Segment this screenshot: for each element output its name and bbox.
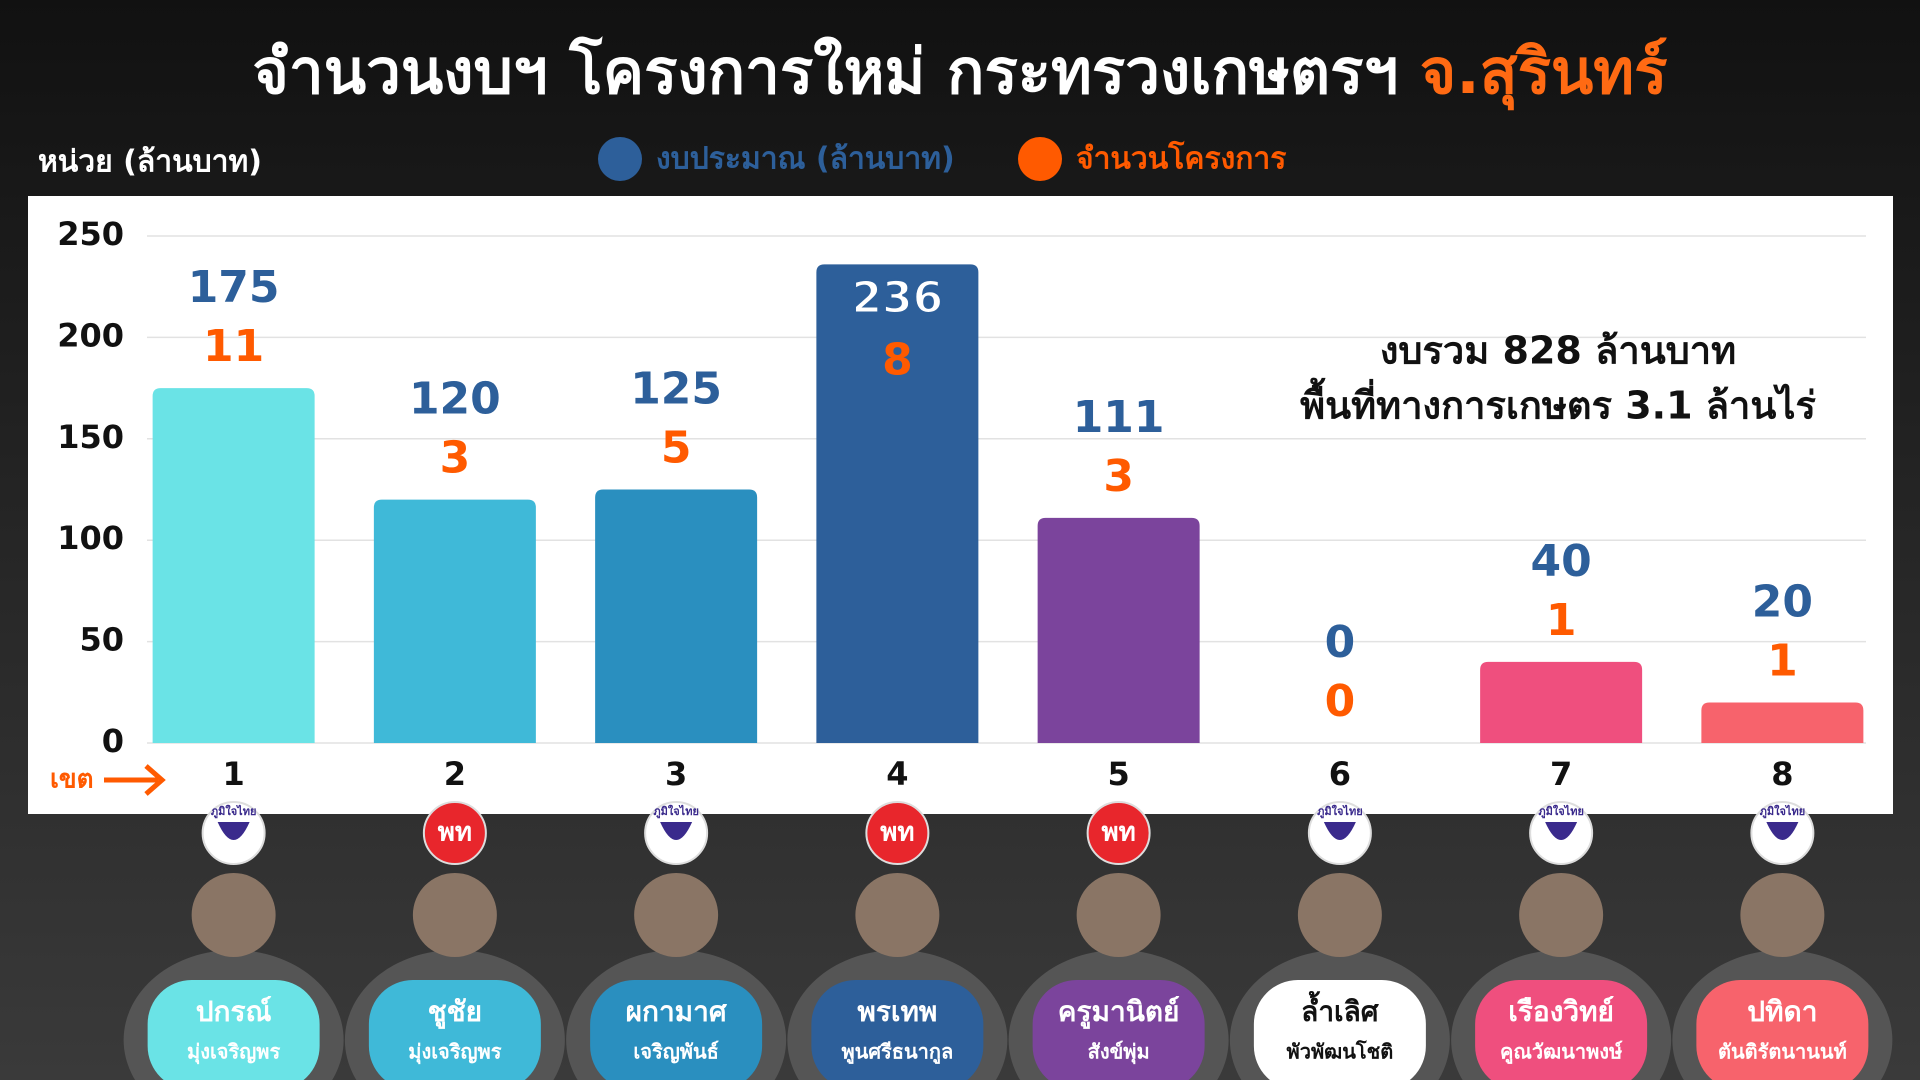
- party-name: ภูมิใจไทย: [211, 804, 257, 819]
- person-head: [412, 873, 497, 957]
- name-pill: [590, 980, 763, 1080]
- annotation: งบรวม 828 ล้านบาท: [1380, 329, 1736, 373]
- count-label: 1: [1767, 635, 1798, 686]
- party-icon: [1545, 822, 1578, 840]
- party-icon: [660, 822, 693, 840]
- legend-label: งบประมาณ (ล้านบาท): [656, 142, 955, 177]
- person-head: [1519, 873, 1604, 957]
- party-icon: [1766, 822, 1799, 840]
- x-tick-label: 4: [886, 755, 908, 793]
- party-name: ภูมิใจไทย: [653, 804, 699, 819]
- candidate-surname: เจริญพันธ์: [633, 1040, 718, 1064]
- candidate-surname: พัวพัฒนโชติ: [1287, 1040, 1394, 1064]
- bar: [1701, 702, 1864, 743]
- candidate-surname: สังข์พุ่ม: [1088, 1040, 1150, 1065]
- name-pill: [1696, 980, 1869, 1080]
- chart-title: จำนวนงบฯ โครงการใหม่ กระทรวงเกษตรฯ จ.สุร…: [253, 35, 1668, 110]
- person-head: [855, 873, 940, 957]
- person-head: [1740, 873, 1825, 957]
- candidate-surname: มุ่งเจริญพร: [408, 1040, 501, 1065]
- bar: [1480, 661, 1643, 743]
- party-logo: [422, 801, 487, 865]
- candidate-name: พรเทพ: [857, 995, 937, 1028]
- count-label: 0: [1325, 676, 1356, 727]
- bar: [373, 499, 536, 743]
- x-tick-label: 8: [1771, 755, 1793, 793]
- person-head: [1297, 873, 1382, 957]
- party-icon: [1323, 822, 1356, 840]
- candidate-name: ชูชัย: [428, 995, 482, 1029]
- person-head: [634, 873, 719, 957]
- value-label: 236: [851, 272, 943, 323]
- party-name: พท: [1101, 818, 1135, 848]
- y-tick-label: 200: [57, 316, 124, 354]
- candidate-surname: มุ่งเจริญพร: [187, 1040, 280, 1065]
- value-label: 40: [1531, 536, 1592, 587]
- candidate-surname: ตันติรัตนานนท์: [1718, 1040, 1847, 1064]
- candidate-surname: พูนศรีธนากูล: [841, 1040, 953, 1066]
- x-tick-label: 1: [222, 755, 244, 793]
- x-tick-label: 7: [1550, 755, 1572, 793]
- y-tick-label: 100: [57, 519, 124, 557]
- party-name: พท: [880, 818, 914, 848]
- candidate-name: ล้ำเลิศ: [1301, 990, 1380, 1028]
- candidate-name: ผกามาศ: [626, 995, 728, 1028]
- legend-swatch: [1018, 137, 1062, 181]
- value-label: 175: [188, 262, 280, 313]
- y-tick-label: 150: [57, 418, 124, 456]
- party-logo: [865, 801, 930, 865]
- annotation: พื้นที่ทางการเกษตร 3.1 ล้านไร่: [1300, 378, 1816, 428]
- y-tick-label: 0: [102, 722, 124, 760]
- value-label: 111: [1073, 392, 1165, 443]
- legend-swatch: [598, 137, 642, 181]
- x-tick-label: 3: [665, 755, 687, 793]
- party-name: ภูมิใจไทย: [1538, 804, 1584, 819]
- count-label: 3: [1103, 451, 1134, 502]
- count-label: 8: [882, 334, 913, 385]
- value-label: 125: [630, 364, 722, 415]
- name-pill: [811, 980, 984, 1080]
- bar: [816, 264, 979, 743]
- count-label: 5: [661, 423, 692, 474]
- x-axis-arrow: [104, 764, 166, 796]
- x-tick-label: 2: [444, 755, 466, 793]
- candidate-name: เรืองวิทย์: [1508, 995, 1614, 1028]
- y-tick-label: 250: [57, 215, 124, 253]
- party-name: พท: [438, 818, 472, 848]
- candidate-name: ครูมานิตย์: [1058, 995, 1180, 1029]
- candidate-name: ปกรณ์: [196, 995, 272, 1028]
- name-pill: [368, 980, 541, 1080]
- value-label: 120: [409, 374, 501, 425]
- party-logo: [1086, 801, 1151, 865]
- person-head: [191, 873, 276, 957]
- title-main: จำนวนงบฯ โครงการใหม่ กระทรวงเกษตรฯ: [253, 35, 1399, 108]
- name-pill: [147, 980, 320, 1080]
- value-label: 0: [1325, 617, 1356, 668]
- count-label: 1: [1546, 595, 1577, 646]
- value-label: 20: [1752, 576, 1813, 627]
- candidate-surname: คูณวัฒนาพงษ์: [1500, 1040, 1623, 1066]
- count-label: 3: [440, 433, 471, 484]
- name-pill: [1475, 980, 1648, 1080]
- legend-label: จำนวนโครงการ: [1076, 140, 1286, 177]
- party-name: ภูมิใจไทย: [1760, 804, 1806, 819]
- party-name: ภูมิใจไทย: [1317, 804, 1363, 819]
- name-pill: [1032, 980, 1205, 1080]
- name-pill: [1253, 980, 1426, 1080]
- party-icon: [217, 822, 250, 840]
- x-axis-label: เขต: [50, 765, 94, 795]
- bar: [1037, 517, 1200, 743]
- y-tick-label: 50: [79, 621, 124, 659]
- count-label: 11: [203, 321, 264, 372]
- bar: [595, 489, 758, 743]
- person-head: [1076, 873, 1161, 957]
- candidate-name: ปทิดา: [1747, 995, 1817, 1028]
- title-place: จ.สุรินทร์: [1420, 35, 1668, 110]
- y-axis-label: หน่วย (ล้านบาท): [38, 145, 262, 180]
- x-tick-label: 5: [1107, 755, 1129, 793]
- bar: [152, 388, 315, 743]
- x-tick-label: 6: [1329, 755, 1351, 793]
